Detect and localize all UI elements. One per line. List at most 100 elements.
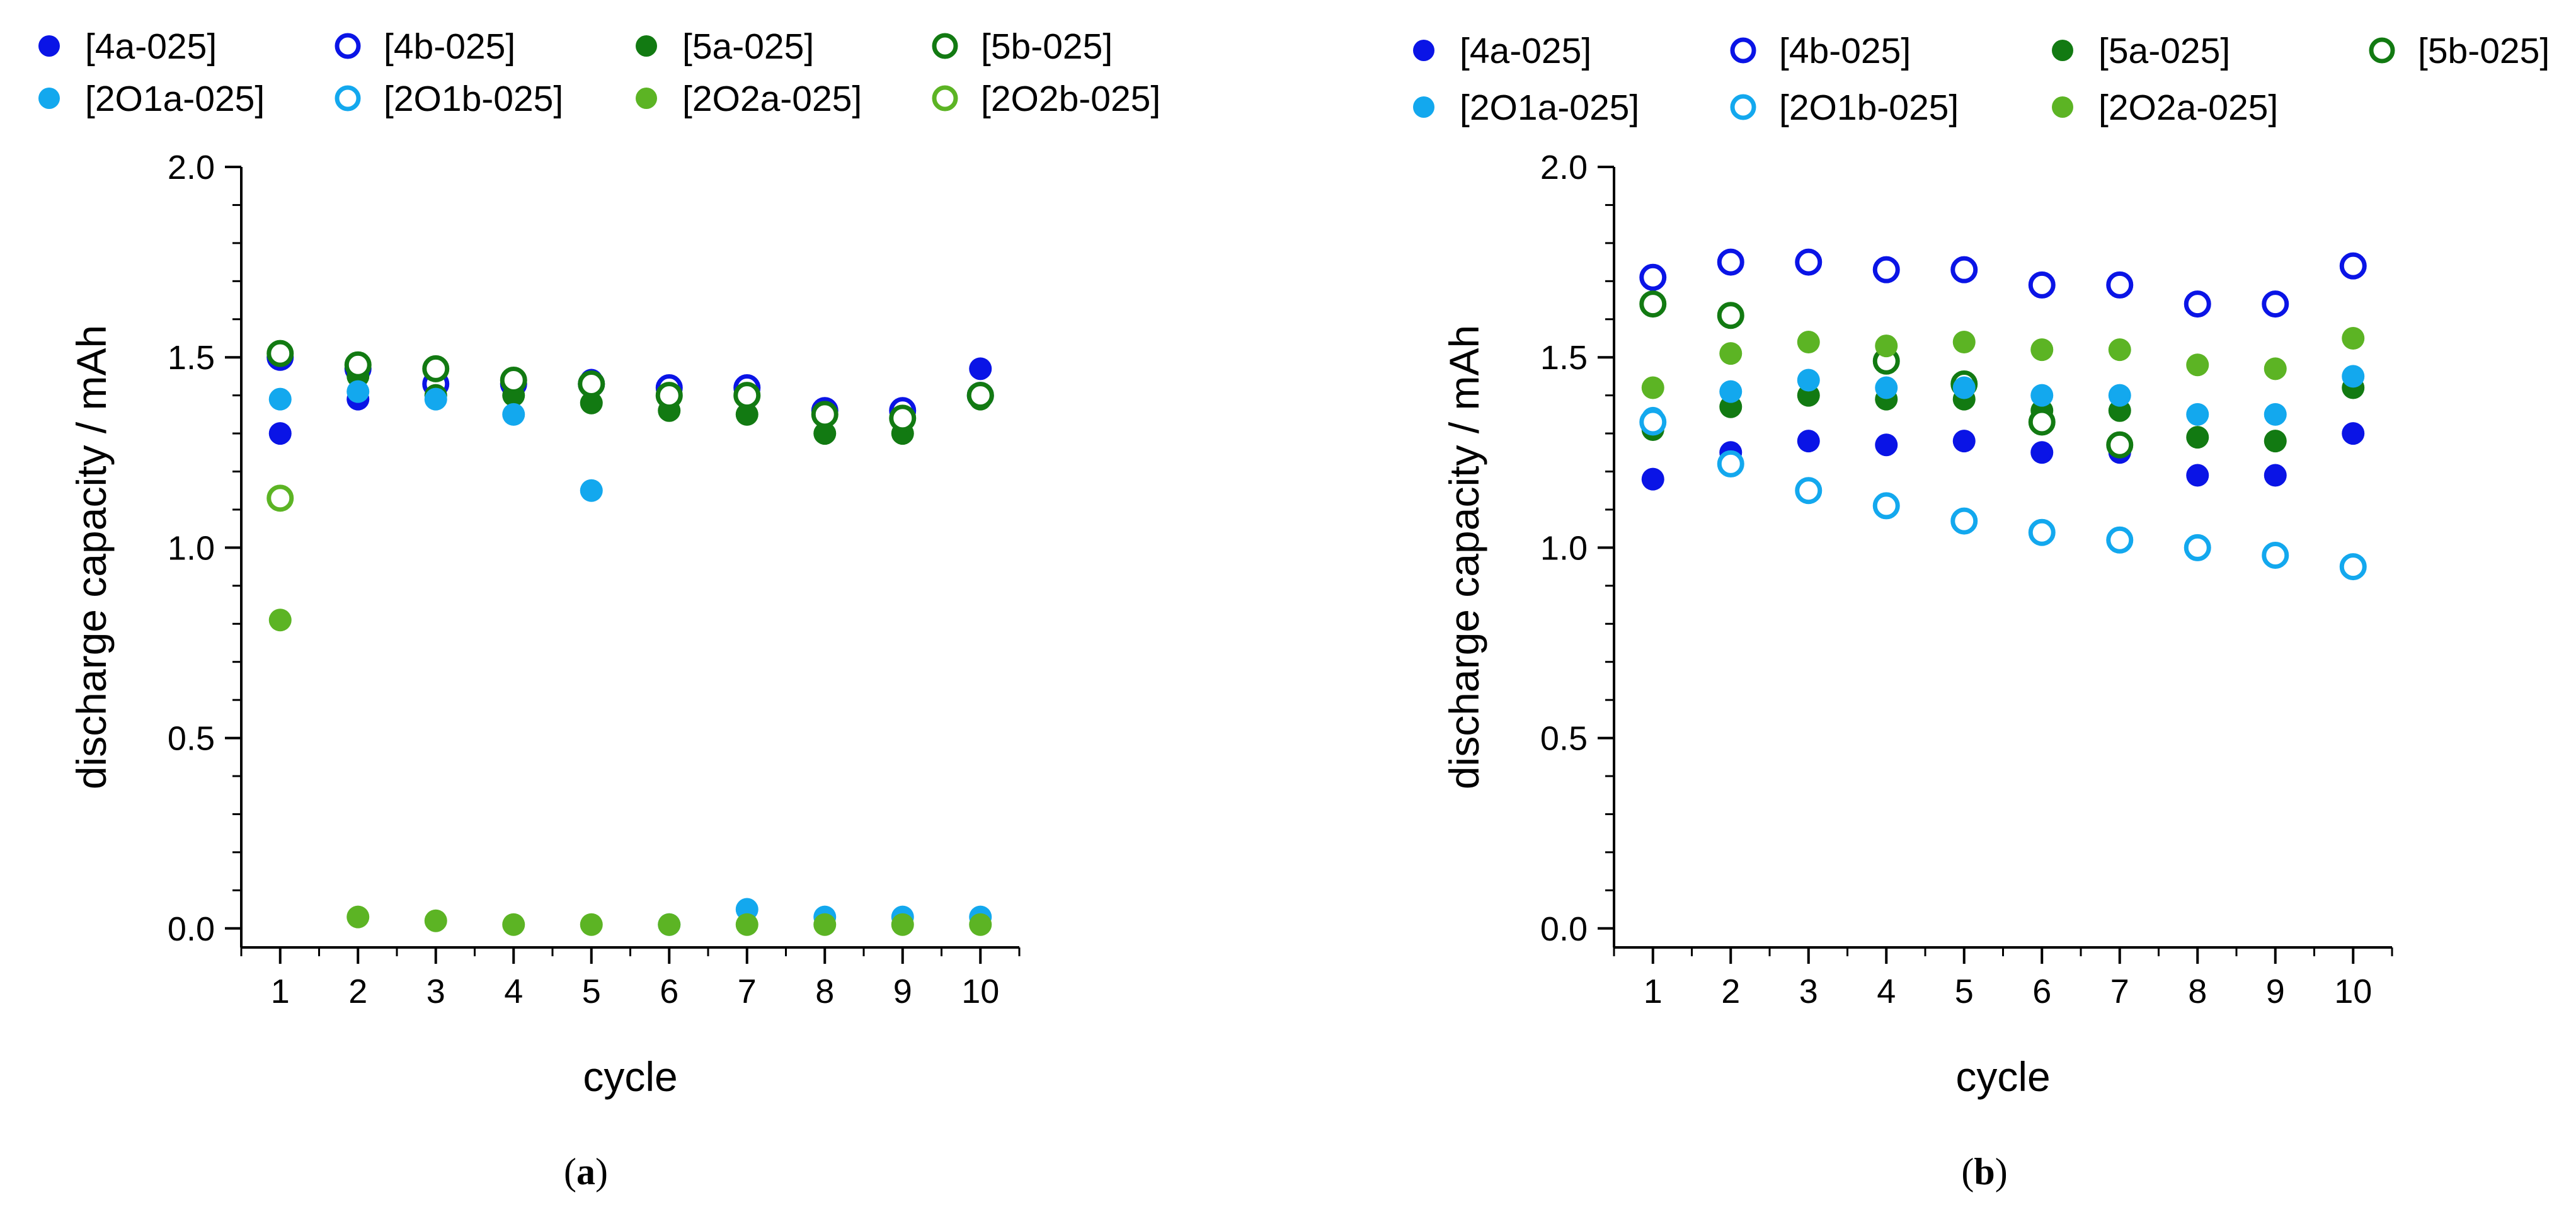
- data-point: [580, 391, 603, 414]
- data-point: [1641, 467, 1664, 491]
- data-point: [2028, 271, 2056, 299]
- y-tick-label: 2.0: [168, 149, 215, 186]
- data-point: [344, 351, 372, 379]
- data-point: [346, 380, 370, 403]
- caption-letter: a: [576, 1151, 595, 1192]
- y-axis-title: discharge capacity / mAh: [1441, 325, 1487, 789]
- data-point: [346, 905, 370, 929]
- data-point: [735, 403, 758, 426]
- x-tick-label: 7: [2110, 973, 2129, 1010]
- data-point: [422, 355, 450, 382]
- data-point: [2108, 338, 2131, 362]
- data-point: [1795, 477, 1823, 505]
- legend-label: [2O1b-025]: [1779, 88, 1959, 128]
- data-point: [1952, 430, 1976, 453]
- x-tick-label: 4: [504, 973, 523, 1010]
- data-point: [578, 370, 605, 398]
- legend-label: [4b-025]: [1779, 31, 1911, 71]
- data-point: [2186, 403, 2209, 426]
- legend-marker: [335, 33, 361, 59]
- panel-caption: (b): [1961, 1151, 2007, 1192]
- data-point: [2264, 403, 2287, 426]
- x-tick-label: 6: [660, 973, 678, 1010]
- data-point: [966, 382, 994, 409]
- legend-marker: [38, 35, 60, 57]
- data-point: [1875, 433, 1898, 457]
- data-point: [1872, 492, 1900, 520]
- data-point: [1717, 302, 1744, 329]
- data-point: [2264, 464, 2287, 487]
- legend-marker: [932, 33, 958, 59]
- x-tick-label: 8: [2188, 973, 2207, 1010]
- data-point: [735, 913, 758, 936]
- data-point: [2342, 365, 2365, 388]
- x-tick-label: 9: [2266, 973, 2285, 1010]
- legend-marker: [38, 88, 60, 109]
- data-point: [2186, 464, 2209, 487]
- legend-label: [2O1a-025]: [1460, 88, 1639, 128]
- x-tick-label: 4: [1877, 973, 1896, 1010]
- data-point: [2339, 252, 2367, 280]
- x-tick-label: 1: [1644, 973, 1663, 1010]
- legend-label: [4b-025]: [384, 26, 515, 67]
- data-point: [1875, 334, 1898, 358]
- legend-item: [2O2a-025]: [2052, 88, 2278, 128]
- legend-label: [5a-025]: [2098, 31, 2230, 71]
- data-point: [1950, 256, 1978, 283]
- data-point: [2030, 384, 2054, 407]
- data-point: [1797, 430, 1820, 453]
- data-point: [580, 479, 603, 502]
- caption-close-paren: ): [1995, 1151, 2008, 1192]
- y-tick-label: 1.5: [1540, 339, 1588, 377]
- data-point: [2342, 422, 2365, 445]
- data-point: [655, 382, 683, 409]
- y-tick-label: 1.0: [1540, 529, 1588, 567]
- legend-item: [2O2b-025]: [932, 79, 1160, 119]
- legend-item: [2O1a-025]: [38, 79, 265, 119]
- data-point: [2339, 553, 2367, 581]
- legend-label: [4a-025]: [1460, 31, 1591, 71]
- y-axis-title: discharge capacity / mAh: [68, 325, 115, 789]
- x-tick-label: 6: [2032, 973, 2051, 1010]
- data-point: [2028, 518, 2056, 546]
- legend-item: [4a-025]: [1413, 31, 1591, 71]
- data-point: [2108, 384, 2131, 407]
- data-point: [2342, 326, 2365, 350]
- legend-label: [5b-025]: [2418, 31, 2550, 71]
- legend-marker: [1413, 96, 1434, 118]
- x-tick-label: 9: [893, 973, 912, 1010]
- data-point: [1952, 376, 1976, 399]
- data-point: [266, 340, 294, 367]
- data-point: [733, 382, 761, 409]
- data-point: [1797, 331, 1820, 354]
- data-point: [1875, 376, 1898, 399]
- data-points: [266, 340, 994, 936]
- data-point: [2262, 541, 2289, 569]
- data-point: [1719, 380, 1743, 403]
- legend: [4a-025] [4b-025] [5a-025] [5b-025] [2O1a-02…: [38, 26, 1160, 119]
- legend-item: [5a-025]: [636, 26, 814, 67]
- data-point: [2184, 290, 2211, 318]
- x-tick-label: 5: [582, 973, 601, 1010]
- data-point: [2264, 430, 2287, 453]
- x-axis-title: cycle: [1955, 1053, 2050, 1100]
- data-point: [2262, 290, 2289, 318]
- data-point: [424, 909, 447, 932]
- data-point: [502, 403, 525, 426]
- data-point: [502, 913, 525, 936]
- y-tick-label: 0.0: [1540, 910, 1588, 948]
- legend-label: [2O2a-025]: [682, 79, 862, 119]
- data-point: [1719, 342, 1743, 365]
- data-point: [2030, 441, 2054, 464]
- data-point: [891, 913, 914, 936]
- legend-marker: [636, 35, 657, 57]
- y-tick-label: 0.0: [168, 910, 215, 948]
- data-point: [2106, 431, 2134, 459]
- data-point: [1717, 248, 1744, 276]
- x-tick-label: 8: [815, 973, 834, 1010]
- x-tick-label: 1: [271, 973, 290, 1010]
- data-point: [2106, 271, 2134, 299]
- legend-label: [2O2b-025]: [981, 79, 1160, 119]
- y-tick-label: 2.0: [1540, 149, 1588, 186]
- caption-open-paren: (: [1961, 1151, 1974, 1192]
